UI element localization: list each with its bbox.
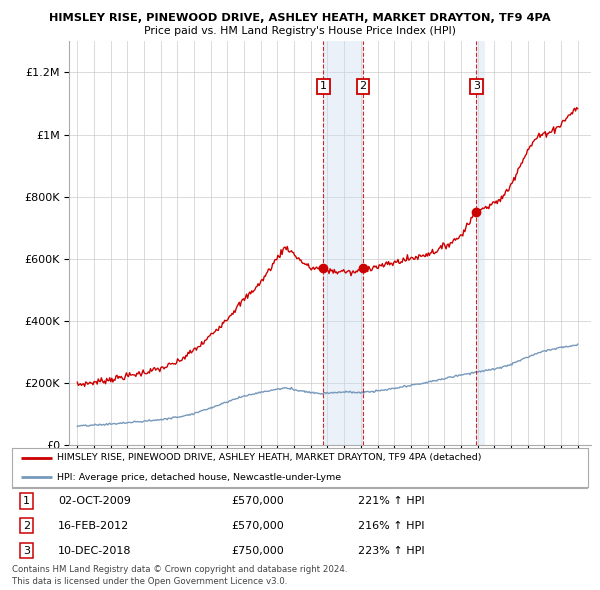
Text: £570,000: £570,000 bbox=[231, 521, 284, 530]
Text: 221% ↑ HPI: 221% ↑ HPI bbox=[358, 496, 424, 506]
Text: Contains HM Land Registry data © Crown copyright and database right 2024.: Contains HM Land Registry data © Crown c… bbox=[12, 565, 347, 574]
Text: 216% ↑ HPI: 216% ↑ HPI bbox=[358, 521, 424, 530]
Text: £750,000: £750,000 bbox=[231, 546, 284, 556]
Text: HIMSLEY RISE, PINEWOOD DRIVE, ASHLEY HEATH, MARKET DRAYTON, TF9 4PA: HIMSLEY RISE, PINEWOOD DRIVE, ASHLEY HEA… bbox=[49, 13, 551, 23]
Bar bbox=[323, 41, 363, 445]
Text: 3: 3 bbox=[473, 81, 480, 91]
Text: 02-OCT-2009: 02-OCT-2009 bbox=[58, 496, 131, 506]
Text: This data is licensed under the Open Government Licence v3.0.: This data is licensed under the Open Gov… bbox=[12, 577, 287, 586]
Text: 16-FEB-2012: 16-FEB-2012 bbox=[58, 521, 130, 530]
Text: 223% ↑ HPI: 223% ↑ HPI bbox=[358, 546, 424, 556]
Text: 3: 3 bbox=[23, 546, 30, 556]
Text: £570,000: £570,000 bbox=[231, 496, 284, 506]
Text: 1: 1 bbox=[320, 81, 327, 91]
Bar bbox=[476, 41, 485, 445]
Text: HIMSLEY RISE, PINEWOOD DRIVE, ASHLEY HEATH, MARKET DRAYTON, TF9 4PA (detached): HIMSLEY RISE, PINEWOOD DRIVE, ASHLEY HEA… bbox=[57, 454, 481, 463]
Text: 10-DEC-2018: 10-DEC-2018 bbox=[58, 546, 131, 556]
Text: Price paid vs. HM Land Registry's House Price Index (HPI): Price paid vs. HM Land Registry's House … bbox=[144, 26, 456, 36]
Text: 2: 2 bbox=[359, 81, 367, 91]
Text: HPI: Average price, detached house, Newcastle-under-Lyme: HPI: Average price, detached house, Newc… bbox=[57, 473, 341, 481]
Text: 2: 2 bbox=[23, 521, 30, 530]
Text: 1: 1 bbox=[23, 496, 30, 506]
